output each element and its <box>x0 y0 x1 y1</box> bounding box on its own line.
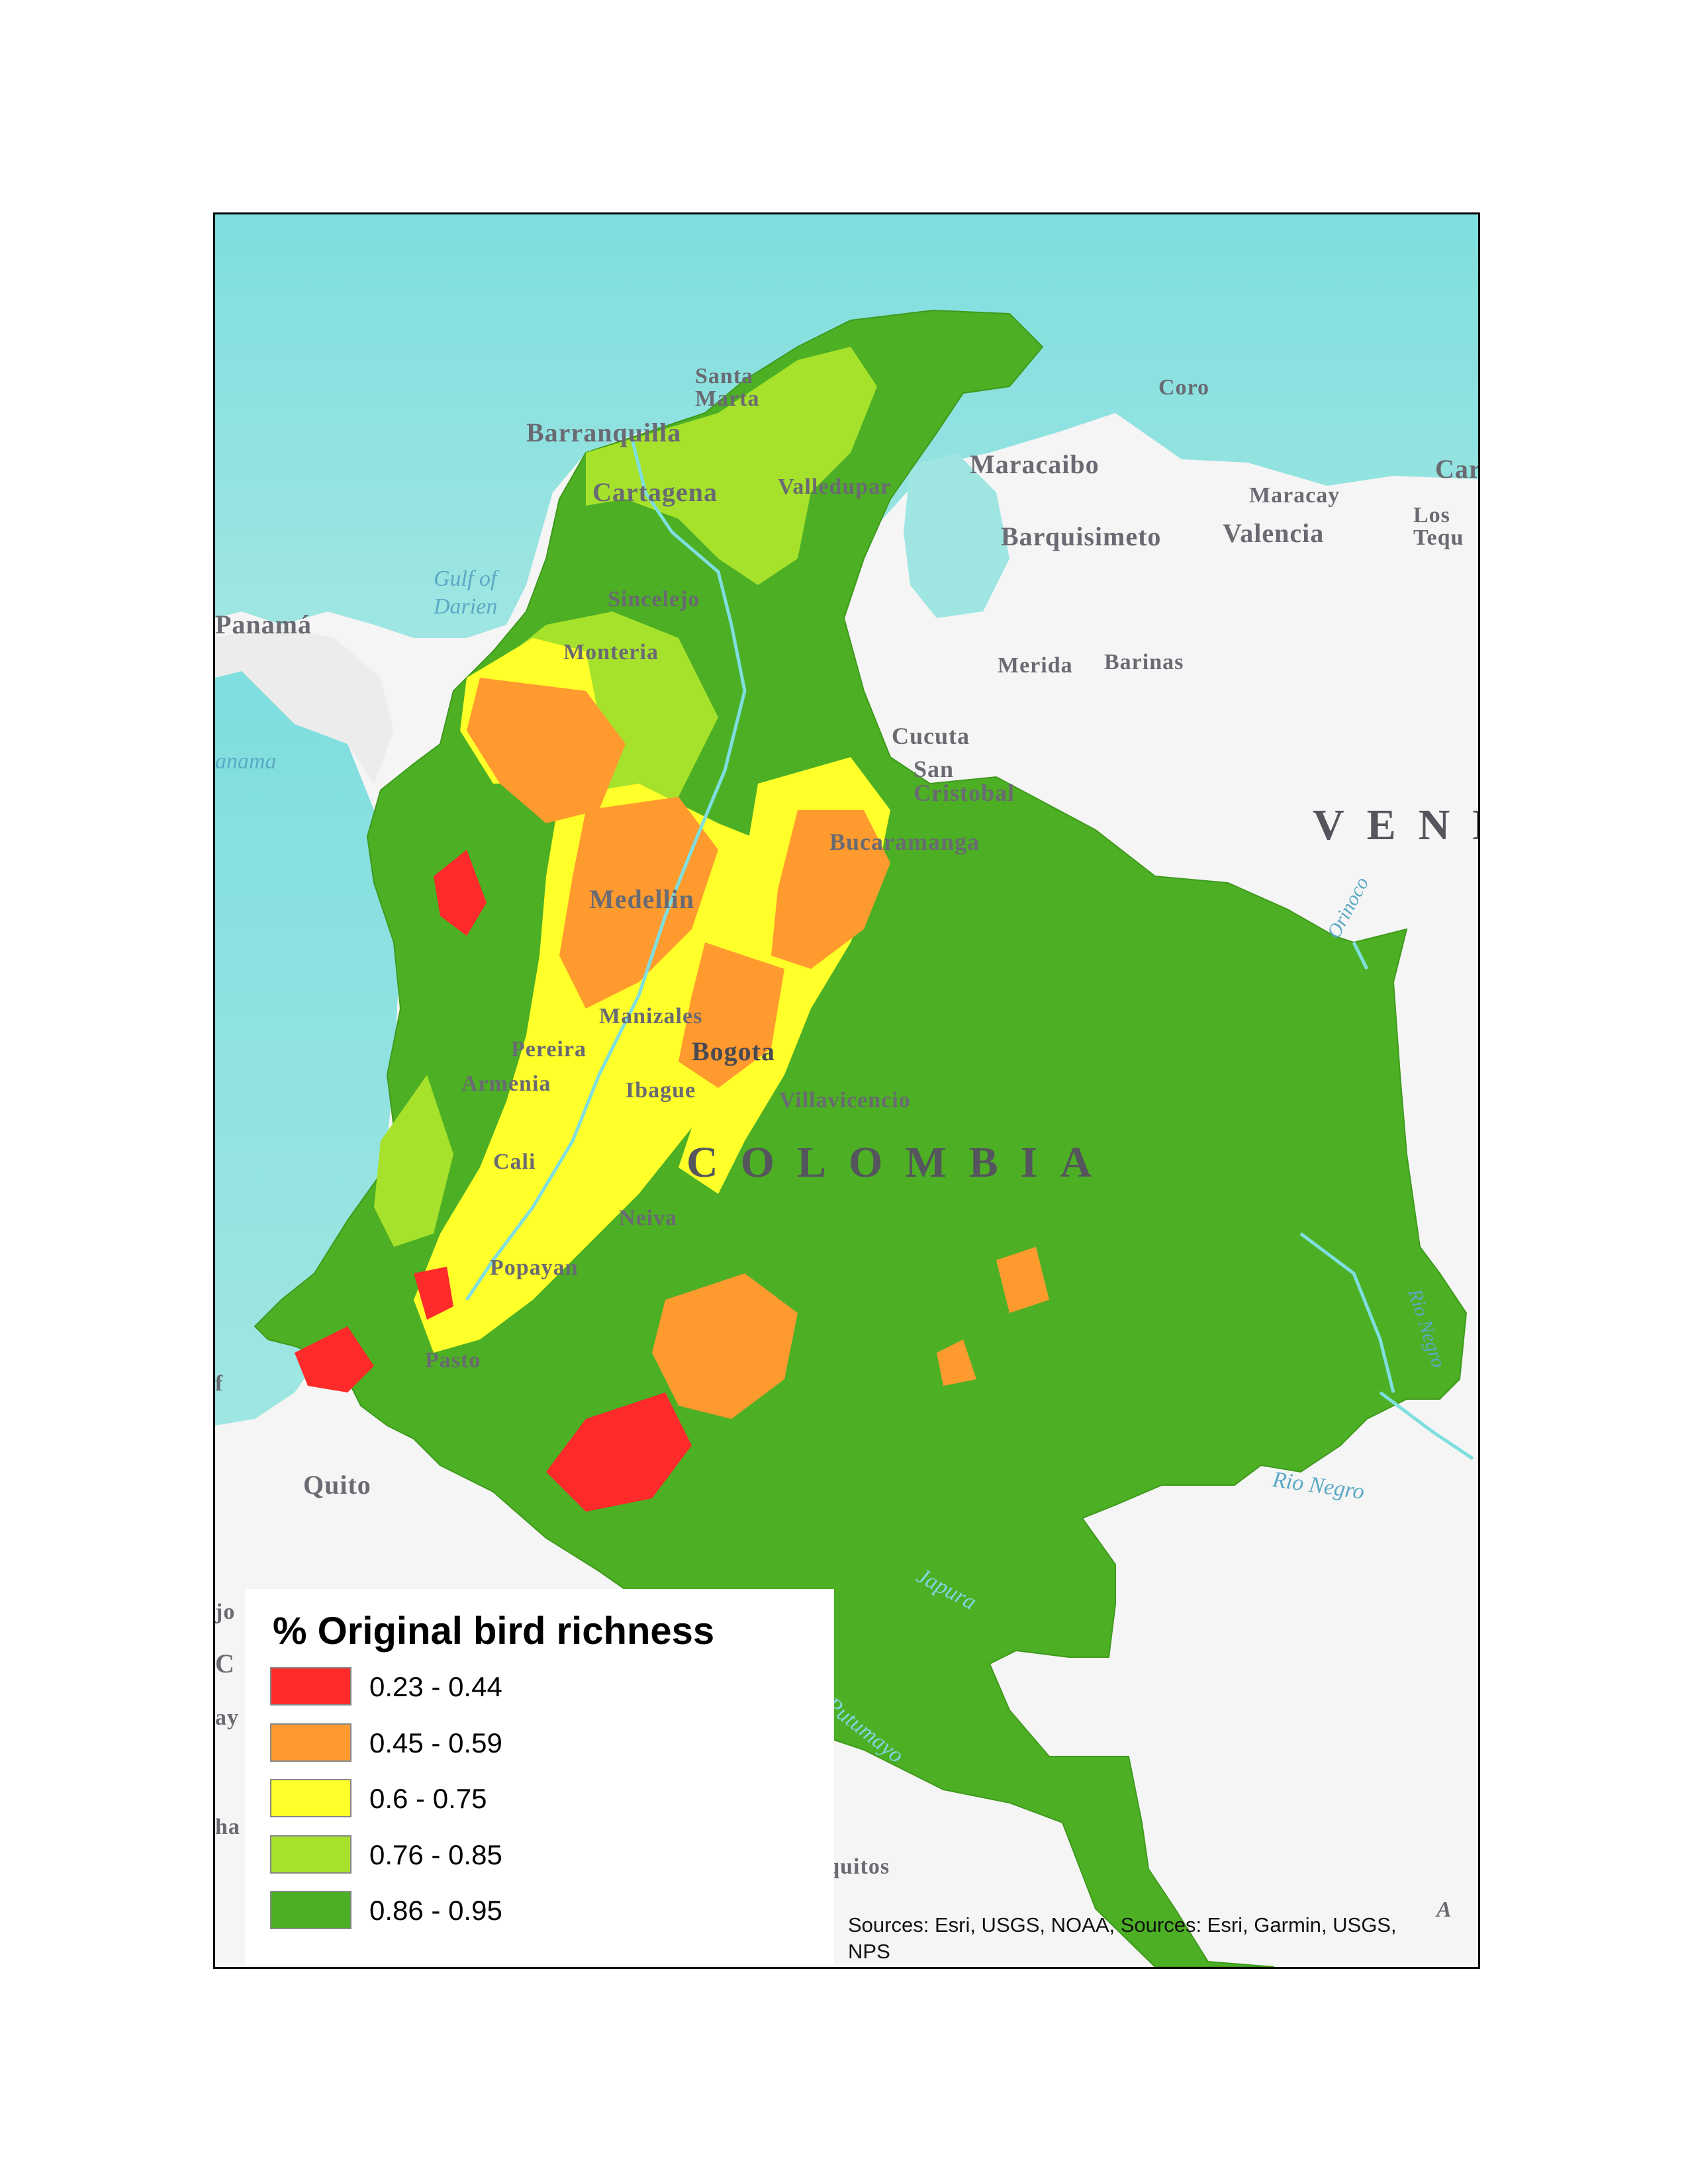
legend-label: 0.45 - 0.59 <box>369 1727 502 1758</box>
label-coro: Coro <box>1158 375 1210 400</box>
label-colombia: COLOMBIA <box>686 1138 1115 1187</box>
label-fragment: f <box>215 1371 224 1396</box>
label-sincelejo: Sincelejo <box>608 587 700 612</box>
legend-row: 0.6 - 0.75 <box>270 1779 601 1820</box>
legend-row: 0.76 - 0.85 <box>270 1835 601 1876</box>
label-fragment: A <box>1436 1897 1452 1922</box>
label-valencia: Valencia <box>1223 518 1325 548</box>
label-popayan: Popayan <box>490 1255 579 1280</box>
legend-swatch <box>270 1779 352 1817</box>
label-maracaibo: Maracaibo <box>970 449 1100 479</box>
label-barranquilla: Barranquilla <box>526 418 682 447</box>
legend-label: 0.6 - 0.75 <box>369 1783 487 1814</box>
label-medellin: Medellin <box>589 884 695 914</box>
label-pereira: Pereira <box>511 1037 586 1062</box>
label-cartagena: Cartagena <box>592 477 718 507</box>
label-cali: Cali <box>493 1150 536 1174</box>
attribution-text: Sources: Esri, USGS, NOAA, Sources: Esri… <box>848 1913 1397 1963</box>
legend-swatch <box>270 1891 352 1929</box>
legend-row: 0.86 - 0.95 <box>270 1891 601 1932</box>
lake-maracaibo <box>904 453 1009 618</box>
label-cucuta: Cucuta <box>892 723 970 749</box>
label-fragment: jo <box>215 1600 236 1624</box>
label-los-teques: Los Tequ <box>1413 503 1464 550</box>
richness-patches <box>295 347 1049 1512</box>
label-valledupar: Valledupar <box>778 475 892 499</box>
label-monteria: Monteria <box>563 640 659 664</box>
label-gulf-of-darien: Gulf of Darien <box>434 567 498 619</box>
legend-label: 0.86 - 0.95 <box>369 1895 502 1926</box>
label-armenia: Armenia <box>461 1071 551 1096</box>
label-barquisimeto: Barquisimeto <box>1001 522 1162 551</box>
label-neiva: Neiva <box>619 1206 678 1230</box>
panama-land <box>215 625 394 784</box>
legend-row: 0.23 - 0.44 <box>270 1667 601 1708</box>
label-bucaramanga: Bucaramanga <box>829 829 980 855</box>
label-manizales: Manizales <box>599 1004 703 1028</box>
legend: % Original bird richness 0.23 - 0.44 0.4… <box>245 1589 834 1965</box>
legend-swatch <box>270 1667 352 1706</box>
label-barinas: Barinas <box>1104 650 1184 674</box>
legend-swatch <box>270 1835 352 1874</box>
label-san-cristobal: San Cristobal <box>914 756 1015 806</box>
map-frame: Santa Marta Barranquilla Cartagena Valle… <box>213 212 1480 1969</box>
label-caracas: Car <box>1435 454 1480 484</box>
label-ibague: Ibague <box>626 1078 696 1103</box>
label-maracay: Maracay <box>1249 483 1340 508</box>
label-venezuela: VENE <box>1313 801 1478 849</box>
label-bogota: Bogota <box>692 1036 775 1066</box>
legend-row: 0.45 - 0.59 <box>270 1723 601 1764</box>
label-panama: Panamá <box>215 610 312 639</box>
label-quito: Quito <box>303 1470 371 1500</box>
label-pasto: Pasto <box>425 1348 481 1373</box>
label-fragment: ay <box>215 1706 239 1730</box>
label-fragment: C <box>215 1649 235 1678</box>
label-merida: Merida <box>998 653 1073 678</box>
label-villavicencio: Villavicencio <box>779 1088 911 1113</box>
legend-label: 0.76 - 0.85 <box>369 1839 502 1870</box>
legend-label: 0.23 - 0.44 <box>369 1671 502 1702</box>
legend-swatch <box>270 1723 352 1762</box>
label-panama-gulf: anama <box>215 749 277 774</box>
label-fragment: ha <box>215 1815 240 1839</box>
label-santa-marta: Santa Marta <box>695 364 760 411</box>
rivers <box>465 439 1474 1461</box>
legend-title: % Original bird richness <box>273 1610 715 1653</box>
